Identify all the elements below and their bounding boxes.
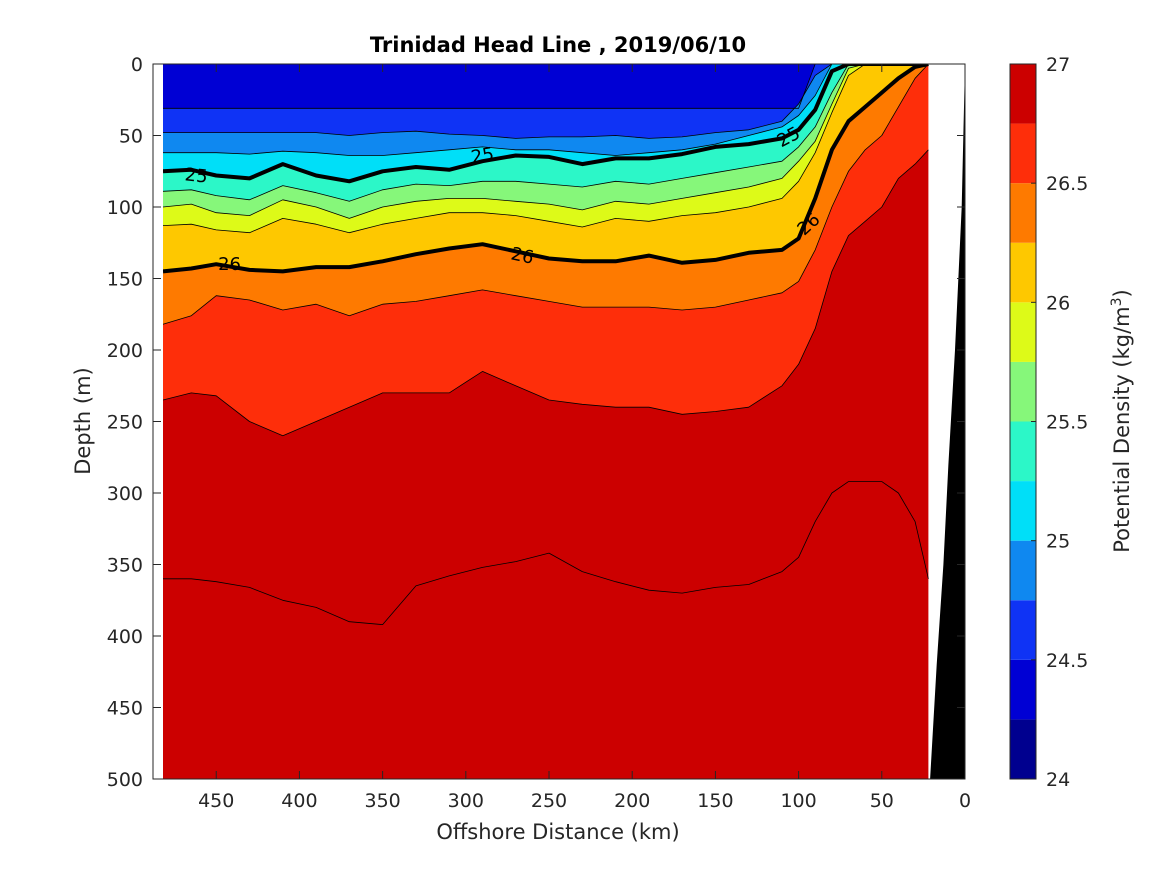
contour-label: 26 <box>218 254 241 275</box>
density-band <box>163 64 929 436</box>
density-band <box>163 64 929 272</box>
isopycnal-bold-line <box>162 64 929 184</box>
isopycnal-line <box>163 64 929 109</box>
x-tick-label: 400 <box>281 790 317 812</box>
colorbar-label-superscript: 3 <box>1109 297 1125 306</box>
colorbar-swatch <box>1010 361 1036 422</box>
density-band <box>163 64 929 219</box>
density-band <box>163 481 929 779</box>
contour-label: 26 <box>509 243 536 268</box>
isopycnal-line <box>162 64 929 202</box>
x-tick-label: 150 <box>697 790 733 812</box>
colorbar-swatch <box>1010 659 1036 720</box>
y-tick-label: 200 <box>107 340 143 362</box>
seafloor <box>930 64 965 779</box>
y-tick-label: 100 <box>107 197 143 219</box>
colorbar-tick-label: 24.5 <box>1046 650 1088 672</box>
chart-title: Trinidad Head Line , 2019/06/10 <box>370 33 746 57</box>
density-band <box>163 64 929 182</box>
x-axis: 450 400 350 300 250 200 150 100 50 0 <box>198 64 971 812</box>
y-tick-label: 0 <box>131 54 143 76</box>
colorbar-tick-label: 25 <box>1046 531 1070 553</box>
density-band <box>163 64 929 233</box>
density-band <box>163 64 929 202</box>
colorbar-swatch <box>1010 719 1036 779</box>
y-axis: 0 50 100 150 200 250 300 350 400 450 500 <box>107 54 965 791</box>
isopycnal-line <box>162 64 929 234</box>
colorbar-swatch <box>1010 123 1036 184</box>
colorbar-swatch <box>1010 64 1036 124</box>
density-band <box>163 64 929 325</box>
y-tick-label: 50 <box>119 126 143 148</box>
y-tick-label: 300 <box>107 483 143 505</box>
isopycnal-line <box>163 64 929 156</box>
colorbar-swatch <box>1010 600 1036 660</box>
colorbar-swatch <box>1010 540 1036 601</box>
x-tick-label: 100 <box>780 790 816 812</box>
y-tick-label: 350 <box>107 555 143 577</box>
y-tick-label: 150 <box>107 269 143 291</box>
x-tick-label: 200 <box>614 790 650 812</box>
x-tick-label: 50 <box>870 790 894 812</box>
colorbar-swatch <box>1010 242 1036 303</box>
colorbar: 24 24.5 25 25.5 26 26.5 27 <box>1009 54 1088 791</box>
colorbar-swatch <box>1010 481 1036 541</box>
isopycnal-line <box>163 481 929 625</box>
y-axis-label: Depth (m) <box>71 367 95 474</box>
x-axis-label: Offshore Distance (km) <box>436 820 679 844</box>
contour-lines <box>162 64 929 625</box>
colorbar-tick-label: 26 <box>1046 292 1070 314</box>
x-tick-label: 0 <box>959 790 971 812</box>
colorbar-tick-label: 24 <box>1046 769 1070 791</box>
colorbar-tick-label: 27 <box>1046 54 1070 76</box>
colorbar-label: Potential Density (kg/m3) <box>1109 289 1134 553</box>
y-tick-label: 450 <box>107 698 143 720</box>
isopycnal-bold-line <box>162 64 929 274</box>
density-band <box>163 149 929 625</box>
colorbar-label-close: ) <box>1110 289 1134 297</box>
contour-label: 25 <box>184 164 209 187</box>
y-tick-label: 500 <box>107 769 143 791</box>
density-band <box>163 64 929 139</box>
isopycnal-line <box>162 64 929 325</box>
x-tick-label: 250 <box>531 790 567 812</box>
density-band <box>163 64 929 156</box>
colorbar-tick-label: 25.5 <box>1046 412 1088 434</box>
isopycnal-line <box>163 64 929 139</box>
colorbar-swatch <box>1010 421 1036 482</box>
x-tick-label: 450 <box>198 790 234 812</box>
x-tick-label: 300 <box>448 790 484 812</box>
y-tick-label: 250 <box>107 412 143 434</box>
colorbar-tick-label: 26.5 <box>1046 173 1088 195</box>
x-tick-label: 350 <box>364 790 400 812</box>
y-tick-label: 400 <box>107 626 143 648</box>
density-band <box>163 64 929 109</box>
isopycnal-line <box>162 64 929 219</box>
colorbar-swatch <box>1010 302 1036 362</box>
colorbar-swatch <box>1010 183 1036 243</box>
density-bands <box>163 64 929 779</box>
isopycnal-line <box>162 149 929 437</box>
contour-label: 25 <box>469 144 495 169</box>
